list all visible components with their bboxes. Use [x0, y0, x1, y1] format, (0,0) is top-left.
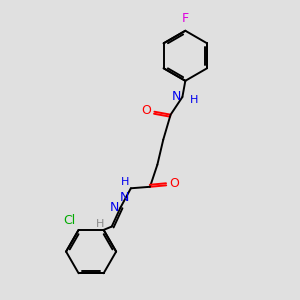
- Text: O: O: [142, 104, 152, 117]
- Text: F: F: [182, 12, 189, 26]
- Text: N: N: [172, 91, 181, 103]
- Text: Cl: Cl: [63, 214, 76, 227]
- Text: H: H: [96, 219, 104, 229]
- Text: N: N: [120, 190, 129, 204]
- Text: N: N: [110, 201, 119, 214]
- Text: H: H: [190, 95, 198, 105]
- Text: H: H: [121, 177, 129, 187]
- Text: O: O: [169, 177, 179, 190]
